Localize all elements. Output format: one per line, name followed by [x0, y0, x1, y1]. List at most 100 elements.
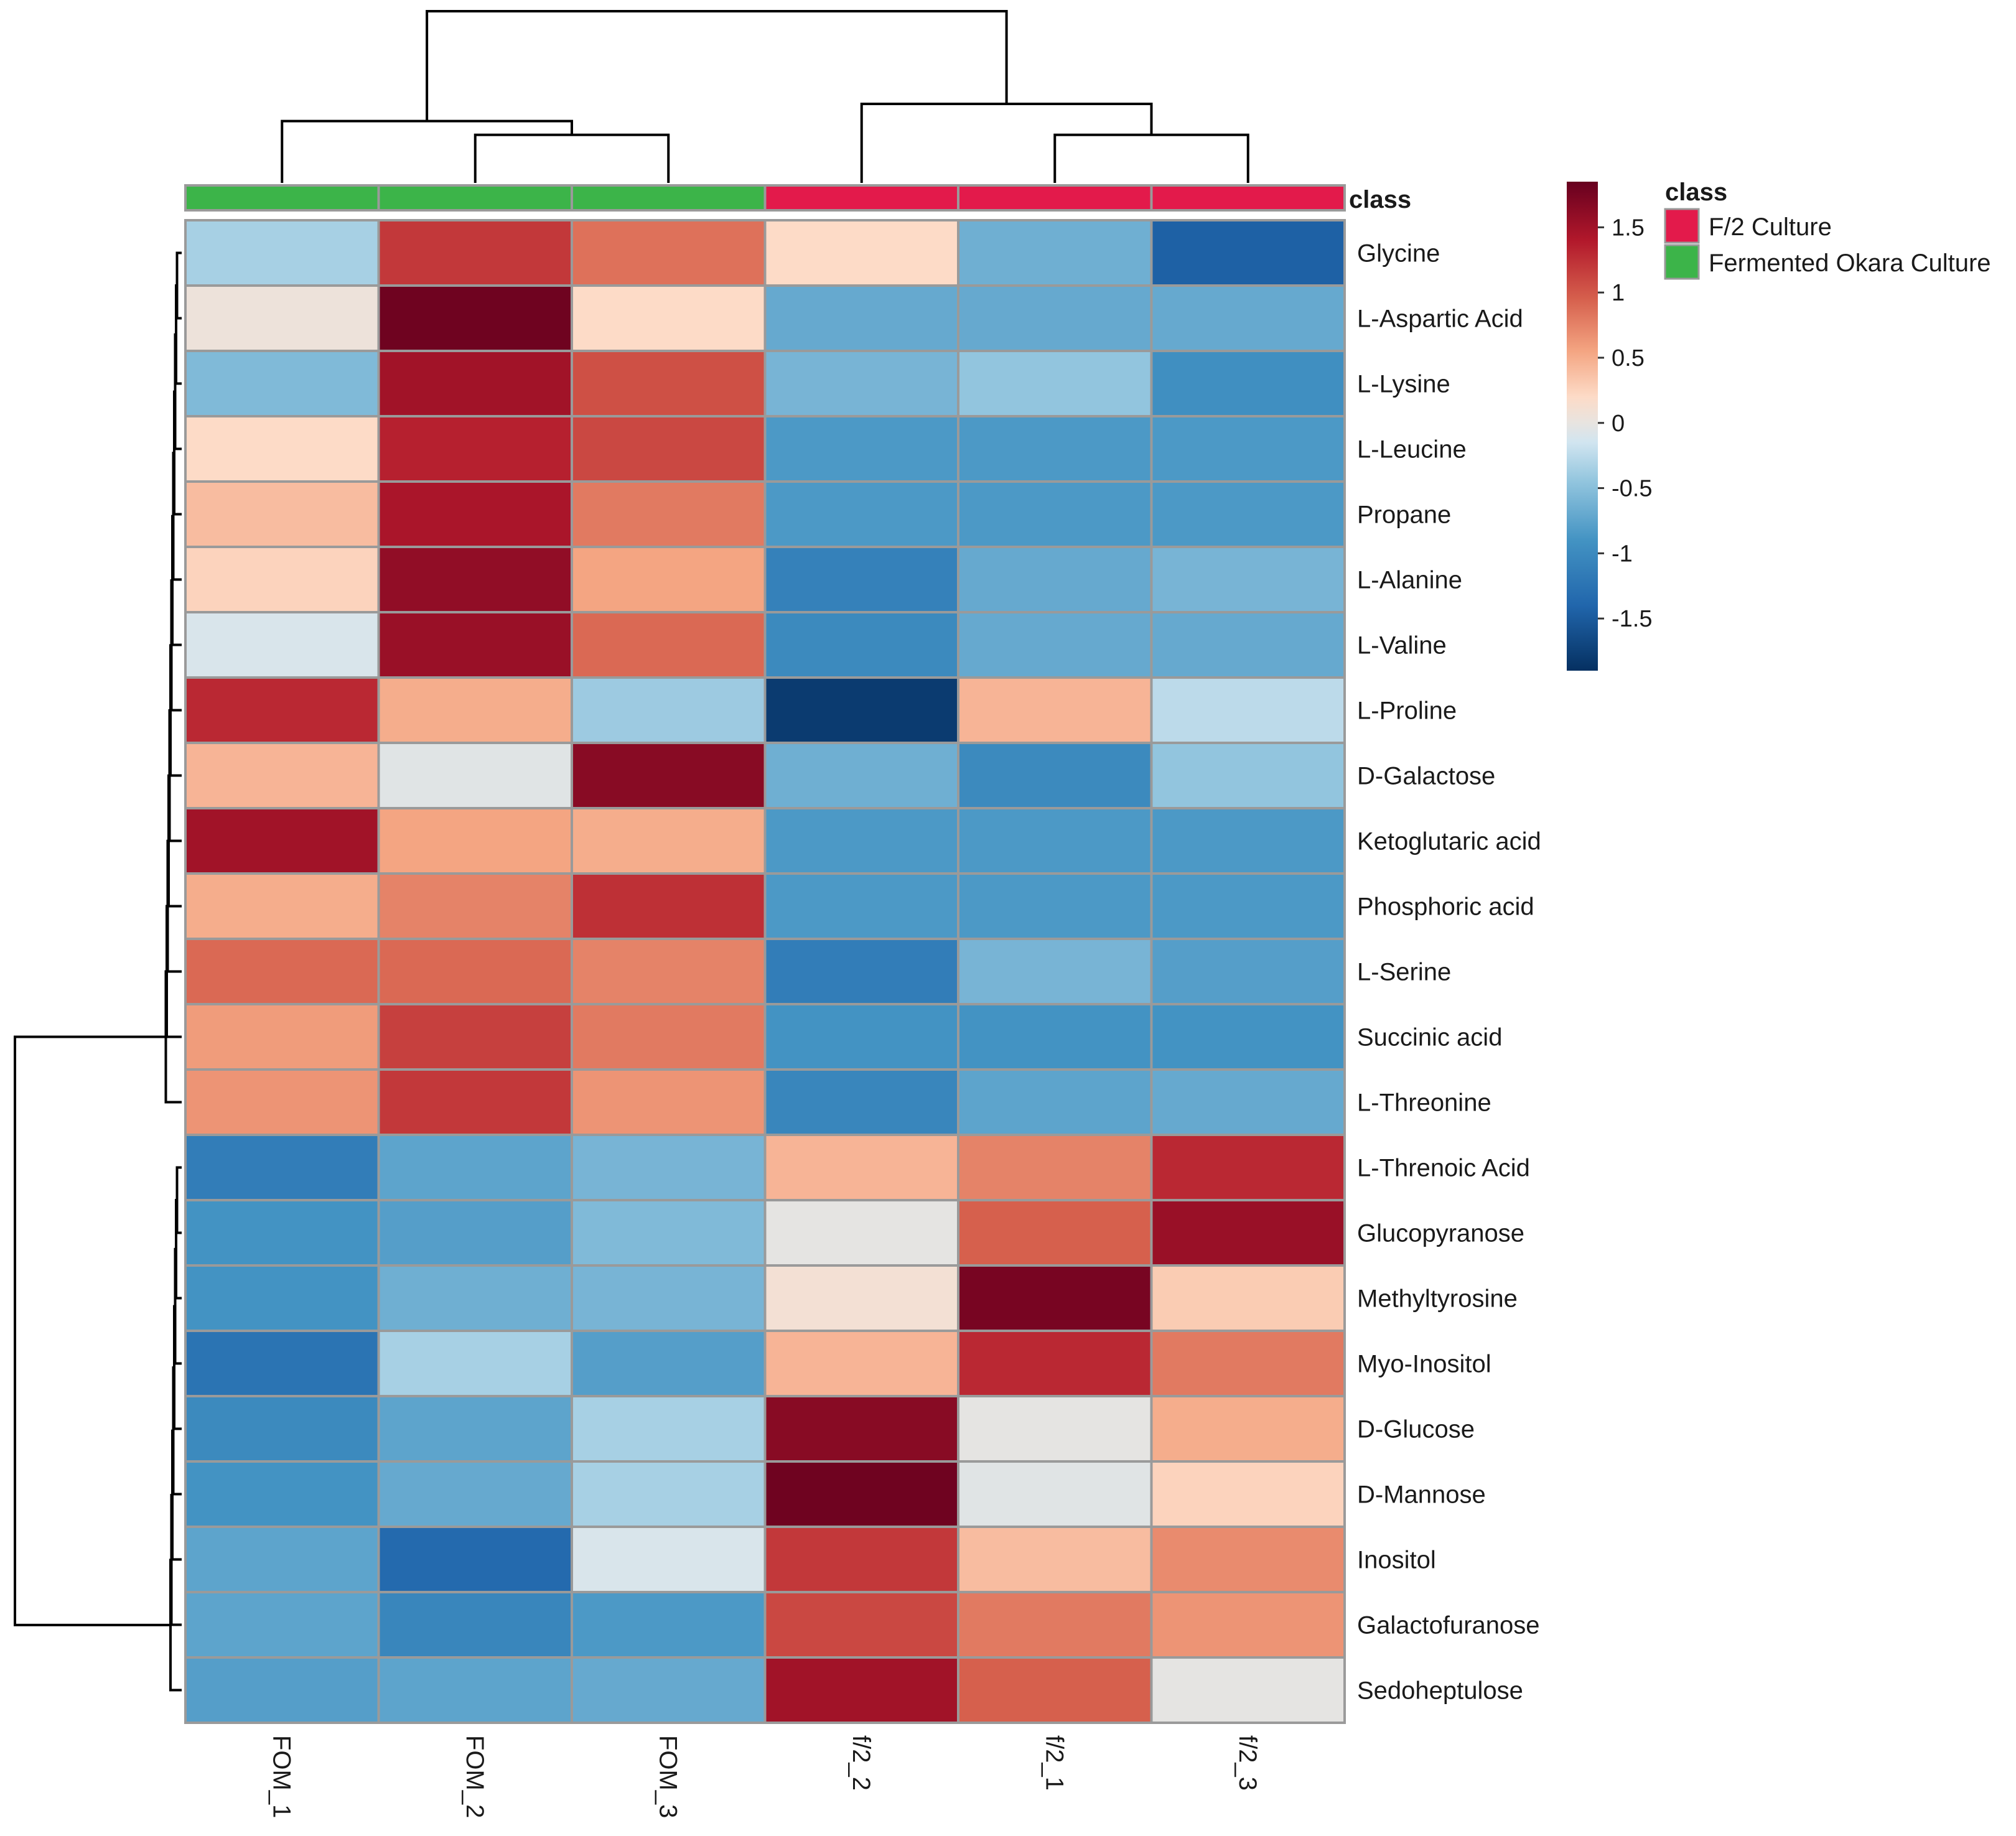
heatmap-cell-d-glucose-fom-1: [184, 1395, 380, 1463]
heatmap-cell-glucopyranose-fom-1: [184, 1199, 380, 1267]
heatmap-cell-ketoglutaric-acid-fom-1: [184, 807, 380, 875]
class-legend: class F/2 Culture Fermented Okara Culture: [1664, 179, 1991, 280]
row-label-glycine: Glycine: [1357, 240, 1440, 268]
heatmap-cell-inositol-f-2-1: [957, 1526, 1153, 1593]
heatmap-cell-l-serine-f-2-3: [1150, 938, 1346, 1005]
heatmap-cell-galactofuranose-fom-3: [571, 1591, 767, 1659]
heatmap-cell-l-aspartic-acid-fom-3: [571, 284, 767, 352]
heatmap-cell-d-glucose-fom-2: [377, 1395, 573, 1463]
heatmap-cell-d-mannose-f-2-2: [763, 1460, 959, 1528]
heatmap-cell-l-aspartic-acid-f-2-3: [1150, 284, 1346, 352]
row-dendrogram: [14, 251, 182, 1692]
heatmap-cell-glycine-fom-2: [377, 219, 573, 287]
heatmap-cell-propane-fom-3: [571, 480, 767, 548]
heatmap-cell-l-alanine-f-2-1: [957, 546, 1153, 613]
heatmap-cell-glycine-f-2-1: [957, 219, 1153, 287]
row-label-l-leucine: L-Leucine: [1357, 436, 1467, 464]
class-cell-fom-1: [184, 184, 380, 212]
column-label-f-2-2: f/2_2: [847, 1735, 875, 1791]
heatmap-cell-l-proline-f-2-3: [1150, 676, 1346, 744]
heatmap-cell-l-serine-f-2-2: [763, 938, 959, 1005]
heatmap-cell-l-lysine-fom-3: [571, 350, 767, 417]
heatmap-cell-l-lysine-f-2-2: [763, 350, 959, 417]
heatmap-cell-methyltyrosine-f-2-3: [1150, 1264, 1346, 1332]
heatmap-cell-glycine-f-2-2: [763, 219, 959, 287]
legend-swatch-f-2-culture: [1664, 208, 1700, 244]
heatmap-cell-succinic-acid-f-2-2: [763, 1003, 959, 1071]
heatmap-cell-l-threnoic-acid-fom-2: [377, 1134, 573, 1201]
heatmap-cell-d-mannose-fom-1: [184, 1460, 380, 1528]
heatmap-cell-sedoheptulose-f-2-2: [763, 1656, 959, 1724]
heatmap-cell-propane-f-2-1: [957, 480, 1153, 548]
heatmap-cell-methyltyrosine-fom-1: [184, 1264, 380, 1332]
heatmap-cell-l-alanine-fom-1: [184, 546, 380, 613]
heatmap-cell-l-threonine-fom-3: [571, 1068, 767, 1136]
heatmap-cell-myo-inositol-fom-1: [184, 1330, 380, 1397]
column-labels: FOM_1 FOM_2 FOM_3 f/2_2 f/2_1 f/2_3: [268, 1735, 1261, 1818]
heatmap-cell-l-serine-fom-3: [571, 938, 767, 1005]
heatmap-cell-myo-inositol-fom-3: [571, 1330, 767, 1397]
row-label-methyltyrosine: Methyltyrosine: [1357, 1285, 1518, 1313]
heatmap-cell-d-mannose-f-2-3: [1150, 1460, 1346, 1528]
heatmap-cell-ketoglutaric-acid-f-2-1: [957, 807, 1153, 875]
heatmap-cell-d-galactose-fom-1: [184, 742, 380, 809]
class-annotation-label: class: [1349, 186, 1411, 213]
heatmap-cell-l-aspartic-acid-f-2-1: [957, 284, 1153, 352]
heatmap-cell-succinic-acid-fom-3: [571, 1003, 767, 1071]
heatmap-cell-phosphoric-acid-f-2-2: [763, 872, 959, 940]
heatmap-cell-succinic-acid-fom-1: [184, 1003, 380, 1071]
heatmap-cell-succinic-acid-f-2-1: [957, 1003, 1153, 1071]
color-scale-tick-label: 1: [1612, 280, 1625, 306]
heatmap-cell-inositol-f-2-2: [763, 1526, 959, 1593]
legend-label-fermented-okara-culture: Fermented Okara Culture: [1709, 249, 1991, 277]
heatmap-cell-ketoglutaric-acid-f-2-3: [1150, 807, 1346, 875]
heatmap-cell-l-serine-fom-2: [377, 938, 573, 1005]
heatmap-cell-l-alanine-fom-3: [571, 546, 767, 613]
column-label-fom-2: FOM_2: [461, 1735, 488, 1818]
color-scale-tick-label: 0.5: [1612, 345, 1645, 371]
row-label-succinic-acid: Succinic acid: [1357, 1024, 1502, 1051]
heatmap-cell-l-leucine-f-2-1: [957, 415, 1153, 483]
heatmap-cell-l-threnoic-acid-f-2-1: [957, 1134, 1153, 1201]
heatmap-cell-l-threonine-f-2-3: [1150, 1068, 1346, 1136]
heatmap-cell-l-leucine-fom-1: [184, 415, 380, 483]
heatmap-cell-l-proline-fom-2: [377, 676, 573, 744]
heatmap-cell-propane-f-2-3: [1150, 480, 1346, 548]
heatmap-cell-d-galactose-fom-3: [571, 742, 767, 809]
heatmap-cell-l-aspartic-acid-f-2-2: [763, 284, 959, 352]
legend-label-f-2-culture: F/2 Culture: [1709, 213, 1832, 241]
heatmap-cell-d-glucose-f-2-2: [763, 1395, 959, 1463]
legend-title: class: [1665, 179, 1727, 206]
heatmap-cell-propane-fom-2: [377, 480, 573, 548]
row-label-l-proline: L-Proline: [1357, 697, 1457, 725]
heatmap-cell-l-aspartic-acid-fom-2: [377, 284, 573, 352]
color-scale-tick-label: -0.5: [1612, 476, 1652, 502]
row-label-l-lysine: L-Lysine: [1357, 371, 1450, 398]
heatmap-cell-inositol-fom-1: [184, 1526, 380, 1593]
heatmap-cell-myo-inositol-fom-2: [377, 1330, 573, 1397]
row-label-l-threonine: L-Threonine: [1357, 1089, 1491, 1117]
class-annotation-bar: [184, 184, 1346, 212]
heatmap-cell-methyltyrosine-f-2-1: [957, 1264, 1153, 1332]
column-dendrogram: [281, 10, 1249, 183]
heatmap-cell-propane-f-2-2: [763, 480, 959, 548]
col-dendro-merge-f21-f23: [1053, 133, 1249, 183]
color-scale-tick-label: 0: [1612, 411, 1625, 437]
heatmap-cell-ketoglutaric-acid-f-2-2: [763, 807, 959, 875]
column-label-f-2-3: f/2_3: [1234, 1735, 1261, 1791]
heatmap-cell-myo-inositol-f-2-1: [957, 1330, 1153, 1397]
heatmap-cell-l-valine-f-2-3: [1150, 611, 1346, 679]
column-label-f-2-1: f/2_1: [1040, 1735, 1068, 1791]
heatmap-cell-l-threnoic-acid-fom-1: [184, 1134, 380, 1201]
col-dendro-merge-fom1: [281, 119, 573, 183]
heatmap-cell-myo-inositol-f-2-2: [763, 1330, 959, 1397]
heatmap-cell-l-valine-f-2-2: [763, 611, 959, 679]
heatmap-cell-sedoheptulose-fom-1: [184, 1656, 380, 1724]
row-label-phosphoric-acid: Phosphoric acid: [1357, 893, 1534, 921]
row-label-glucopyranose: Glucopyranose: [1357, 1220, 1524, 1247]
row-label-l-threnoic-acid: L-Threnoic Acid: [1357, 1155, 1530, 1182]
col-dendro-merge-f22: [860, 103, 1153, 183]
heatmap-cell-l-valine-fom-1: [184, 611, 380, 679]
col-dendro-merge-fom2-fom3: [474, 133, 670, 183]
